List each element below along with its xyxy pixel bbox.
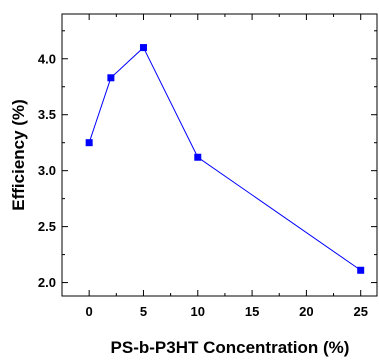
tick-labels: 0 5 10 15 20 25 2.0 2.5 3.0 3.5 4.0 xyxy=(38,51,368,319)
x-tick-label: 25 xyxy=(353,304,367,319)
y-tick-label: 4.0 xyxy=(38,51,56,66)
data-point xyxy=(194,153,202,161)
y-tick-label: 2.5 xyxy=(38,219,56,234)
y-tick-label: 3.5 xyxy=(38,107,56,122)
x-tick-label: 10 xyxy=(191,304,205,319)
x-tick-label: 15 xyxy=(245,304,259,319)
x-tick-label: 0 xyxy=(86,304,93,319)
data-point xyxy=(139,44,147,52)
y-tick-label: 3.0 xyxy=(38,163,56,178)
x-tick-label: 5 xyxy=(140,304,147,319)
plot-frame xyxy=(61,13,378,297)
data-point xyxy=(85,139,93,147)
y-axis-title: Efficiency (%) xyxy=(9,99,28,210)
y-tick-label: 2.0 xyxy=(38,275,56,290)
data-point xyxy=(107,74,115,82)
x-tick-label: 20 xyxy=(299,304,313,319)
data-point xyxy=(357,266,365,274)
axis-ticks xyxy=(62,14,377,296)
series-layer xyxy=(85,44,365,274)
x-axis-title: PS-b-P3HT Concentration (%) xyxy=(111,338,350,357)
series-line xyxy=(88,46,361,271)
